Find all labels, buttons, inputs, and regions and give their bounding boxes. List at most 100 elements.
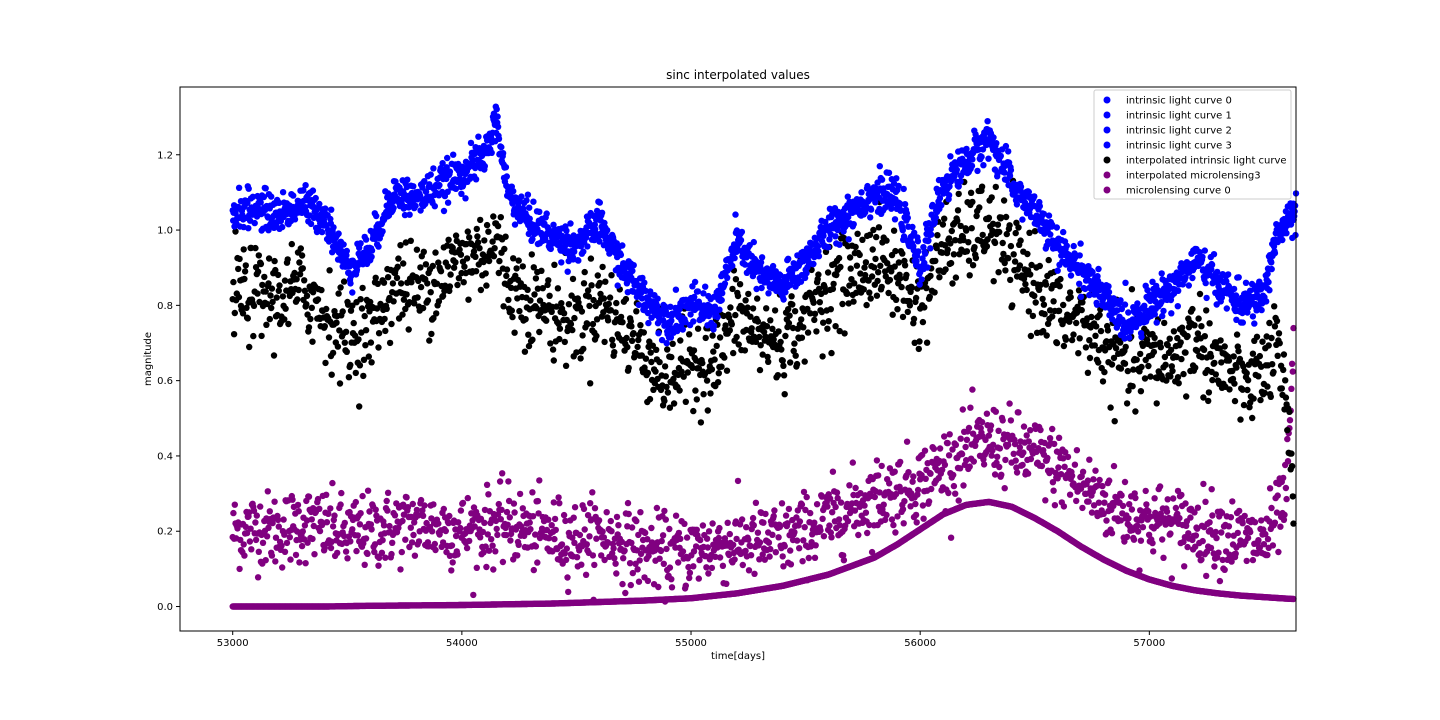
data-point (726, 530, 733, 538)
data-point (901, 498, 908, 505)
data-point (309, 338, 316, 345)
data-point (950, 251, 958, 258)
data-point (835, 516, 843, 523)
data-point (627, 581, 634, 589)
data-point (593, 535, 600, 542)
data-point (1009, 302, 1016, 309)
data-point (995, 427, 1002, 434)
data-point (536, 534, 544, 542)
data-point (1192, 364, 1199, 371)
data-point (386, 339, 394, 347)
data-point (230, 331, 238, 338)
data-point (735, 341, 742, 348)
data-point (299, 265, 306, 272)
data-point (303, 292, 311, 299)
data-point (949, 280, 956, 287)
data-point (1273, 317, 1281, 325)
data-point (1049, 313, 1056, 320)
data-point (386, 522, 393, 530)
data-point (739, 561, 746, 569)
data-point (759, 551, 766, 558)
data-point (1247, 528, 1254, 536)
data-point (962, 443, 969, 451)
data-point (433, 310, 440, 317)
data-point (863, 301, 870, 309)
data-point (410, 531, 417, 539)
data-point (350, 319, 357, 327)
data-point (1125, 515, 1132, 522)
data-point (516, 307, 523, 315)
data-point (992, 183, 999, 191)
data-point (749, 305, 757, 312)
data-point (655, 583, 662, 591)
data-point (1126, 501, 1133, 508)
data-point (554, 285, 562, 292)
data-point (731, 556, 738, 563)
data-point (864, 529, 871, 537)
data-point (732, 276, 740, 283)
data-point (571, 539, 578, 546)
data-point (1284, 458, 1292, 465)
data-point (662, 373, 669, 380)
data-point (281, 531, 288, 538)
data-point (621, 547, 628, 554)
data-point (713, 342, 720, 350)
data-point (334, 343, 342, 350)
data-point (287, 556, 294, 563)
data-point (792, 352, 799, 359)
data-point (428, 330, 435, 338)
data-point (1239, 520, 1246, 527)
data-point (580, 345, 587, 353)
data-point (826, 522, 833, 529)
data-point (928, 485, 935, 493)
data-point (495, 500, 502, 508)
data-point (613, 513, 621, 521)
data-point (398, 548, 405, 556)
data-point (707, 390, 714, 397)
data-point (628, 323, 635, 330)
data-point (404, 504, 412, 511)
data-point (284, 256, 291, 263)
data-point (413, 246, 421, 253)
data-point (481, 506, 489, 514)
data-point (586, 302, 593, 310)
data-point (407, 237, 414, 244)
data-point (248, 546, 255, 553)
data-point (1020, 423, 1028, 430)
data-point (767, 545, 774, 553)
data-point (726, 327, 733, 334)
data-point (589, 552, 597, 559)
data-point (1216, 577, 1224, 585)
data-point (459, 499, 467, 507)
data-point (522, 316, 529, 323)
data-point (366, 508, 373, 515)
data-point (1151, 334, 1158, 341)
data-point (1090, 502, 1098, 509)
data-point (644, 577, 652, 585)
data-point (1195, 315, 1202, 322)
data-point (569, 275, 577, 283)
data-point (380, 279, 388, 286)
data-point (375, 554, 383, 562)
data-point (309, 187, 317, 194)
data-point (308, 304, 315, 311)
data-point (1050, 298, 1057, 305)
data-point (582, 571, 590, 578)
data-point (1013, 464, 1020, 471)
data-point (333, 319, 340, 326)
data-point (817, 527, 824, 534)
data-point (252, 244, 259, 252)
data-point (860, 286, 867, 293)
data-point (1162, 361, 1169, 368)
data-point (1181, 563, 1188, 570)
data-point (452, 259, 459, 266)
data-point (846, 482, 853, 489)
data-point (1055, 307, 1063, 314)
data-point (1122, 343, 1129, 351)
data-point (294, 296, 301, 303)
data-point (367, 339, 375, 346)
data-point (560, 310, 568, 317)
data-point (455, 519, 462, 526)
data-point (519, 263, 526, 270)
data-point (323, 305, 330, 313)
